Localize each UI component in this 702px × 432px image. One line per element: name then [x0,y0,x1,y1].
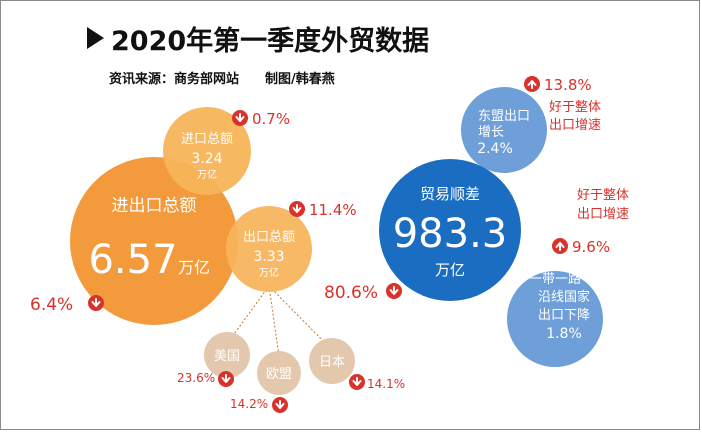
total-change: 6.4% [30,295,73,315]
surplus-value: 983.3 [393,211,508,257]
source-credit: 资讯来源：商务部网站 制图/韩春燕 [109,71,335,87]
market-label-eu: 欧盟 [266,367,292,382]
asean-label-line1: 东盟出口 [478,109,530,124]
surplus-change: 80.6% [324,283,378,303]
belt-road-change-arrow-icon [551,237,569,255]
belt-road-note-line1: 好于整体 [577,188,629,203]
surplus-label: 贸易顺差 [420,185,480,203]
export-change-arrow-icon [288,200,306,218]
market-bubble-jp [309,338,355,384]
market-label-us: 美国 [214,349,240,364]
export-unit: 万亿 [259,266,279,279]
import-change-arrow-icon [231,109,249,127]
belt-road-label-line2: 沿线国家 [538,289,590,305]
total-unit: 万亿 [178,258,210,277]
belt-road-bubble [507,271,603,367]
export-change: 11.4% [309,201,357,219]
market-change-us: 23.6% [177,371,215,385]
market-connectors [228,285,332,357]
total-change-arrow-icon [87,294,105,312]
market-bubble-us [204,332,250,378]
belt-road-label-line3: 出口下降 [538,308,590,323]
export-value: 3.33 [253,249,284,265]
asean-note-line1: 好于整体 [549,100,601,115]
import-value: 3.24 [191,151,222,167]
market-change-jp: 14.1% [367,377,405,391]
market-change-eu: 14.2% [230,397,268,411]
import-bubble [163,107,251,195]
surplus-change-arrow-icon [385,282,403,300]
asean-label-line2: 增长 [478,125,504,140]
import-unit: 万亿 [197,168,217,181]
belt-road-label-line1: “一带一路” [522,271,587,287]
surplus-unit: 万亿 [435,261,465,279]
asean-bubble [461,87,547,173]
belt-road-change: 9.6% [572,238,610,256]
asean-change: 13.8% [544,76,592,94]
market-label-jp: 日本 [319,355,345,370]
market-bubble-eu [257,351,301,395]
belt-road-value: 1.8% [546,326,582,342]
belt-road-note-line2: 出口增速 [577,207,629,222]
import-change: 0.7% [252,110,290,128]
asean-change-arrow-icon [523,75,541,93]
total-label: 进出口总额 [112,196,197,216]
import-label: 进口总额 [181,132,233,147]
total-trade-bubble [70,157,238,325]
market-arrow-eu-icon [271,396,289,414]
market-arrow-us-icon [217,370,235,388]
chart-title: 2020年第一季度外贸数据 [111,25,429,57]
total-value: 6.57 [88,237,177,283]
market-arrow-jp-icon [348,373,366,391]
asean-note-line2: 出口增速 [549,118,601,133]
asean-value: 2.4% [477,141,513,157]
export-bubble [226,206,312,292]
export-label: 出口总额 [243,230,295,245]
title-triangle-icon [87,27,104,49]
surplus-bubble [379,159,521,301]
